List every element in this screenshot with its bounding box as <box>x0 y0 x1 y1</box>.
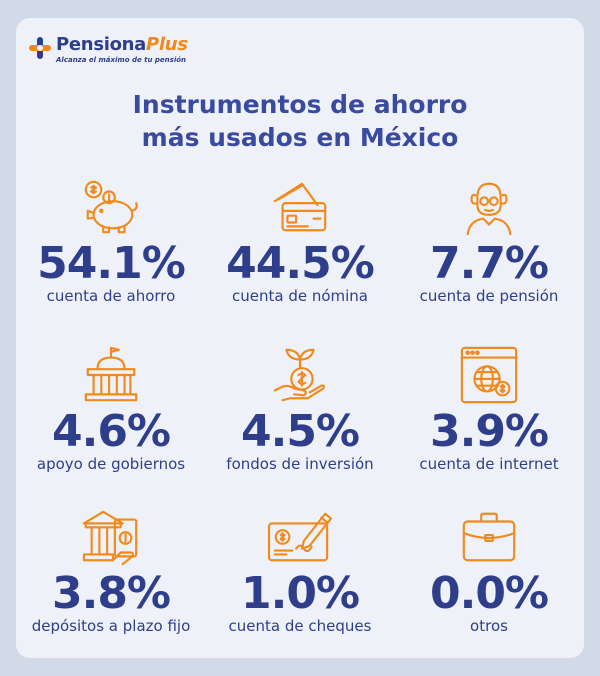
stat-value: 4.5% <box>240 406 360 457</box>
title-line-1: Instrumentos de ahorro <box>132 90 468 119</box>
brand-name-main: Pensiona <box>56 34 147 55</box>
stat-label: cuenta de nómina <box>231 287 368 305</box>
stat-tile-payroll: 44.5% cuenta de nómina <box>205 176 395 306</box>
investment-plant-icon <box>273 348 325 402</box>
stat-label: fondos de inversión <box>226 455 374 473</box>
stat-label: depósitos a plazo fijo <box>31 617 191 635</box>
stat-value: 7.7% <box>429 238 549 289</box>
cheque-icon <box>267 512 333 562</box>
credit-card-icon <box>273 182 327 232</box>
stat-value: 54.1% <box>37 238 186 289</box>
stat-tile-investment: 4.5% fondos de inversión <box>205 344 395 474</box>
stat-tile-government: 4.6% apoyo de gobiernos <box>16 344 206 474</box>
page-title: Instrumentos de ahorro más usados en Méx… <box>16 88 584 154</box>
brand-logo: PensionaPlus Alcanza el máximo de tu pen… <box>28 34 228 68</box>
stat-label: cuenta de ahorro <box>46 287 176 305</box>
logo-mark-icon <box>29 37 51 59</box>
stat-tile-pension: 7.7% cuenta de pensión <box>394 176 584 306</box>
stat-tile-others: 0.0% otros <box>394 506 584 636</box>
stat-value: 3.9% <box>429 406 549 457</box>
stat-tile-fixed-deposit: 3.8% depósitos a plazo fijo <box>16 506 206 636</box>
title-line-2: más usados en México <box>141 123 459 152</box>
stat-value: 0.0% <box>429 568 549 619</box>
briefcase-icon <box>462 512 516 562</box>
stat-tile-savings: 54.1% cuenta de ahorro <box>16 176 206 306</box>
elderly-person-icon <box>466 182 512 236</box>
stat-tile-internet: 3.9% cuenta de internet <box>394 344 584 474</box>
brand-tagline: Alcanza el máximo de tu pensión <box>56 56 187 64</box>
stat-value: 1.0% <box>240 568 360 619</box>
stat-value: 3.8% <box>51 568 171 619</box>
stat-label: otros <box>470 617 508 635</box>
stat-tile-cheques: 1.0% cuenta de cheques <box>205 506 395 636</box>
stat-label: apoyo de gobiernos <box>36 455 186 473</box>
brand-name-accent: Plus <box>146 34 188 55</box>
stat-value: 4.6% <box>51 406 171 457</box>
infographic-card: PensionaPlus Alcanza el máximo de tu pen… <box>16 18 584 658</box>
stat-label: cuenta de internet <box>419 455 559 473</box>
internet-browser-icon <box>460 346 518 404</box>
piggy-bank-icon <box>84 180 138 234</box>
stat-label: cuenta de cheques <box>228 617 372 635</box>
stat-label: cuenta de pensión <box>419 287 559 305</box>
government-building-icon <box>84 346 138 402</box>
brand-name: PensionaPlus <box>56 34 188 55</box>
bank-deposit-icon <box>82 510 138 566</box>
stat-value: 44.5% <box>226 238 375 289</box>
